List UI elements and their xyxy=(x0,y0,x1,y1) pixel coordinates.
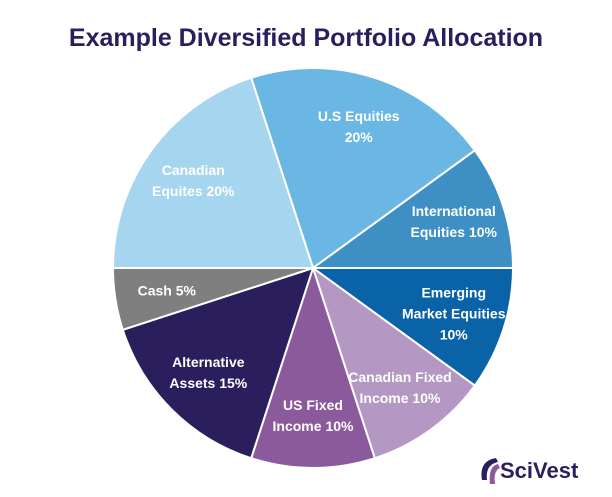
value-label: 15% xyxy=(219,374,248,391)
value-label: 10% xyxy=(325,418,354,434)
pie-slice xyxy=(309,149,515,269)
logo-text: SciVest xyxy=(500,458,579,483)
category-label: International Equities xyxy=(410,203,496,241)
category-label: U.S Equities xyxy=(317,108,400,125)
value-label: 5% xyxy=(175,282,196,299)
category-label: Alternative Assets xyxy=(169,353,245,391)
chart-title: Example Diversified Portfolio Allocation xyxy=(68,24,544,52)
slice-label: Alternative Assets 15% xyxy=(156,352,260,394)
pie-slice xyxy=(111,76,315,269)
value-label: 20% xyxy=(206,183,235,199)
value-label: 10% xyxy=(468,224,497,241)
pie-slice xyxy=(311,265,477,460)
value-label: 10% xyxy=(439,326,468,343)
slice-label: Emerging Market Equities 10% xyxy=(402,282,506,345)
pie-slice xyxy=(121,266,315,460)
category-label: Emerging Market Equities xyxy=(402,284,506,322)
category-label: Canadian Fixed Income xyxy=(348,368,452,406)
slice-label: Canadian Equites 20% xyxy=(141,160,245,202)
category-label: Cash xyxy=(137,282,172,299)
slice-label: U.S Equities 20% xyxy=(307,106,411,148)
slice-label: US Fixed Income 10% xyxy=(261,395,365,437)
slice-label: International Equities 10% xyxy=(402,201,506,243)
category-label: Canadian Equites xyxy=(152,162,225,199)
value-label: 10% xyxy=(412,389,441,406)
category-label: US Fixed Income xyxy=(272,397,343,434)
logo-icon xyxy=(481,458,500,484)
pie-slice xyxy=(249,67,477,270)
pie-slice xyxy=(249,264,377,469)
slice-label: Cash 5% xyxy=(115,281,219,302)
pie-slice xyxy=(309,267,515,387)
slice-label: Canadian Fixed Income 10% xyxy=(348,367,452,409)
value-label: 20% xyxy=(344,129,373,146)
